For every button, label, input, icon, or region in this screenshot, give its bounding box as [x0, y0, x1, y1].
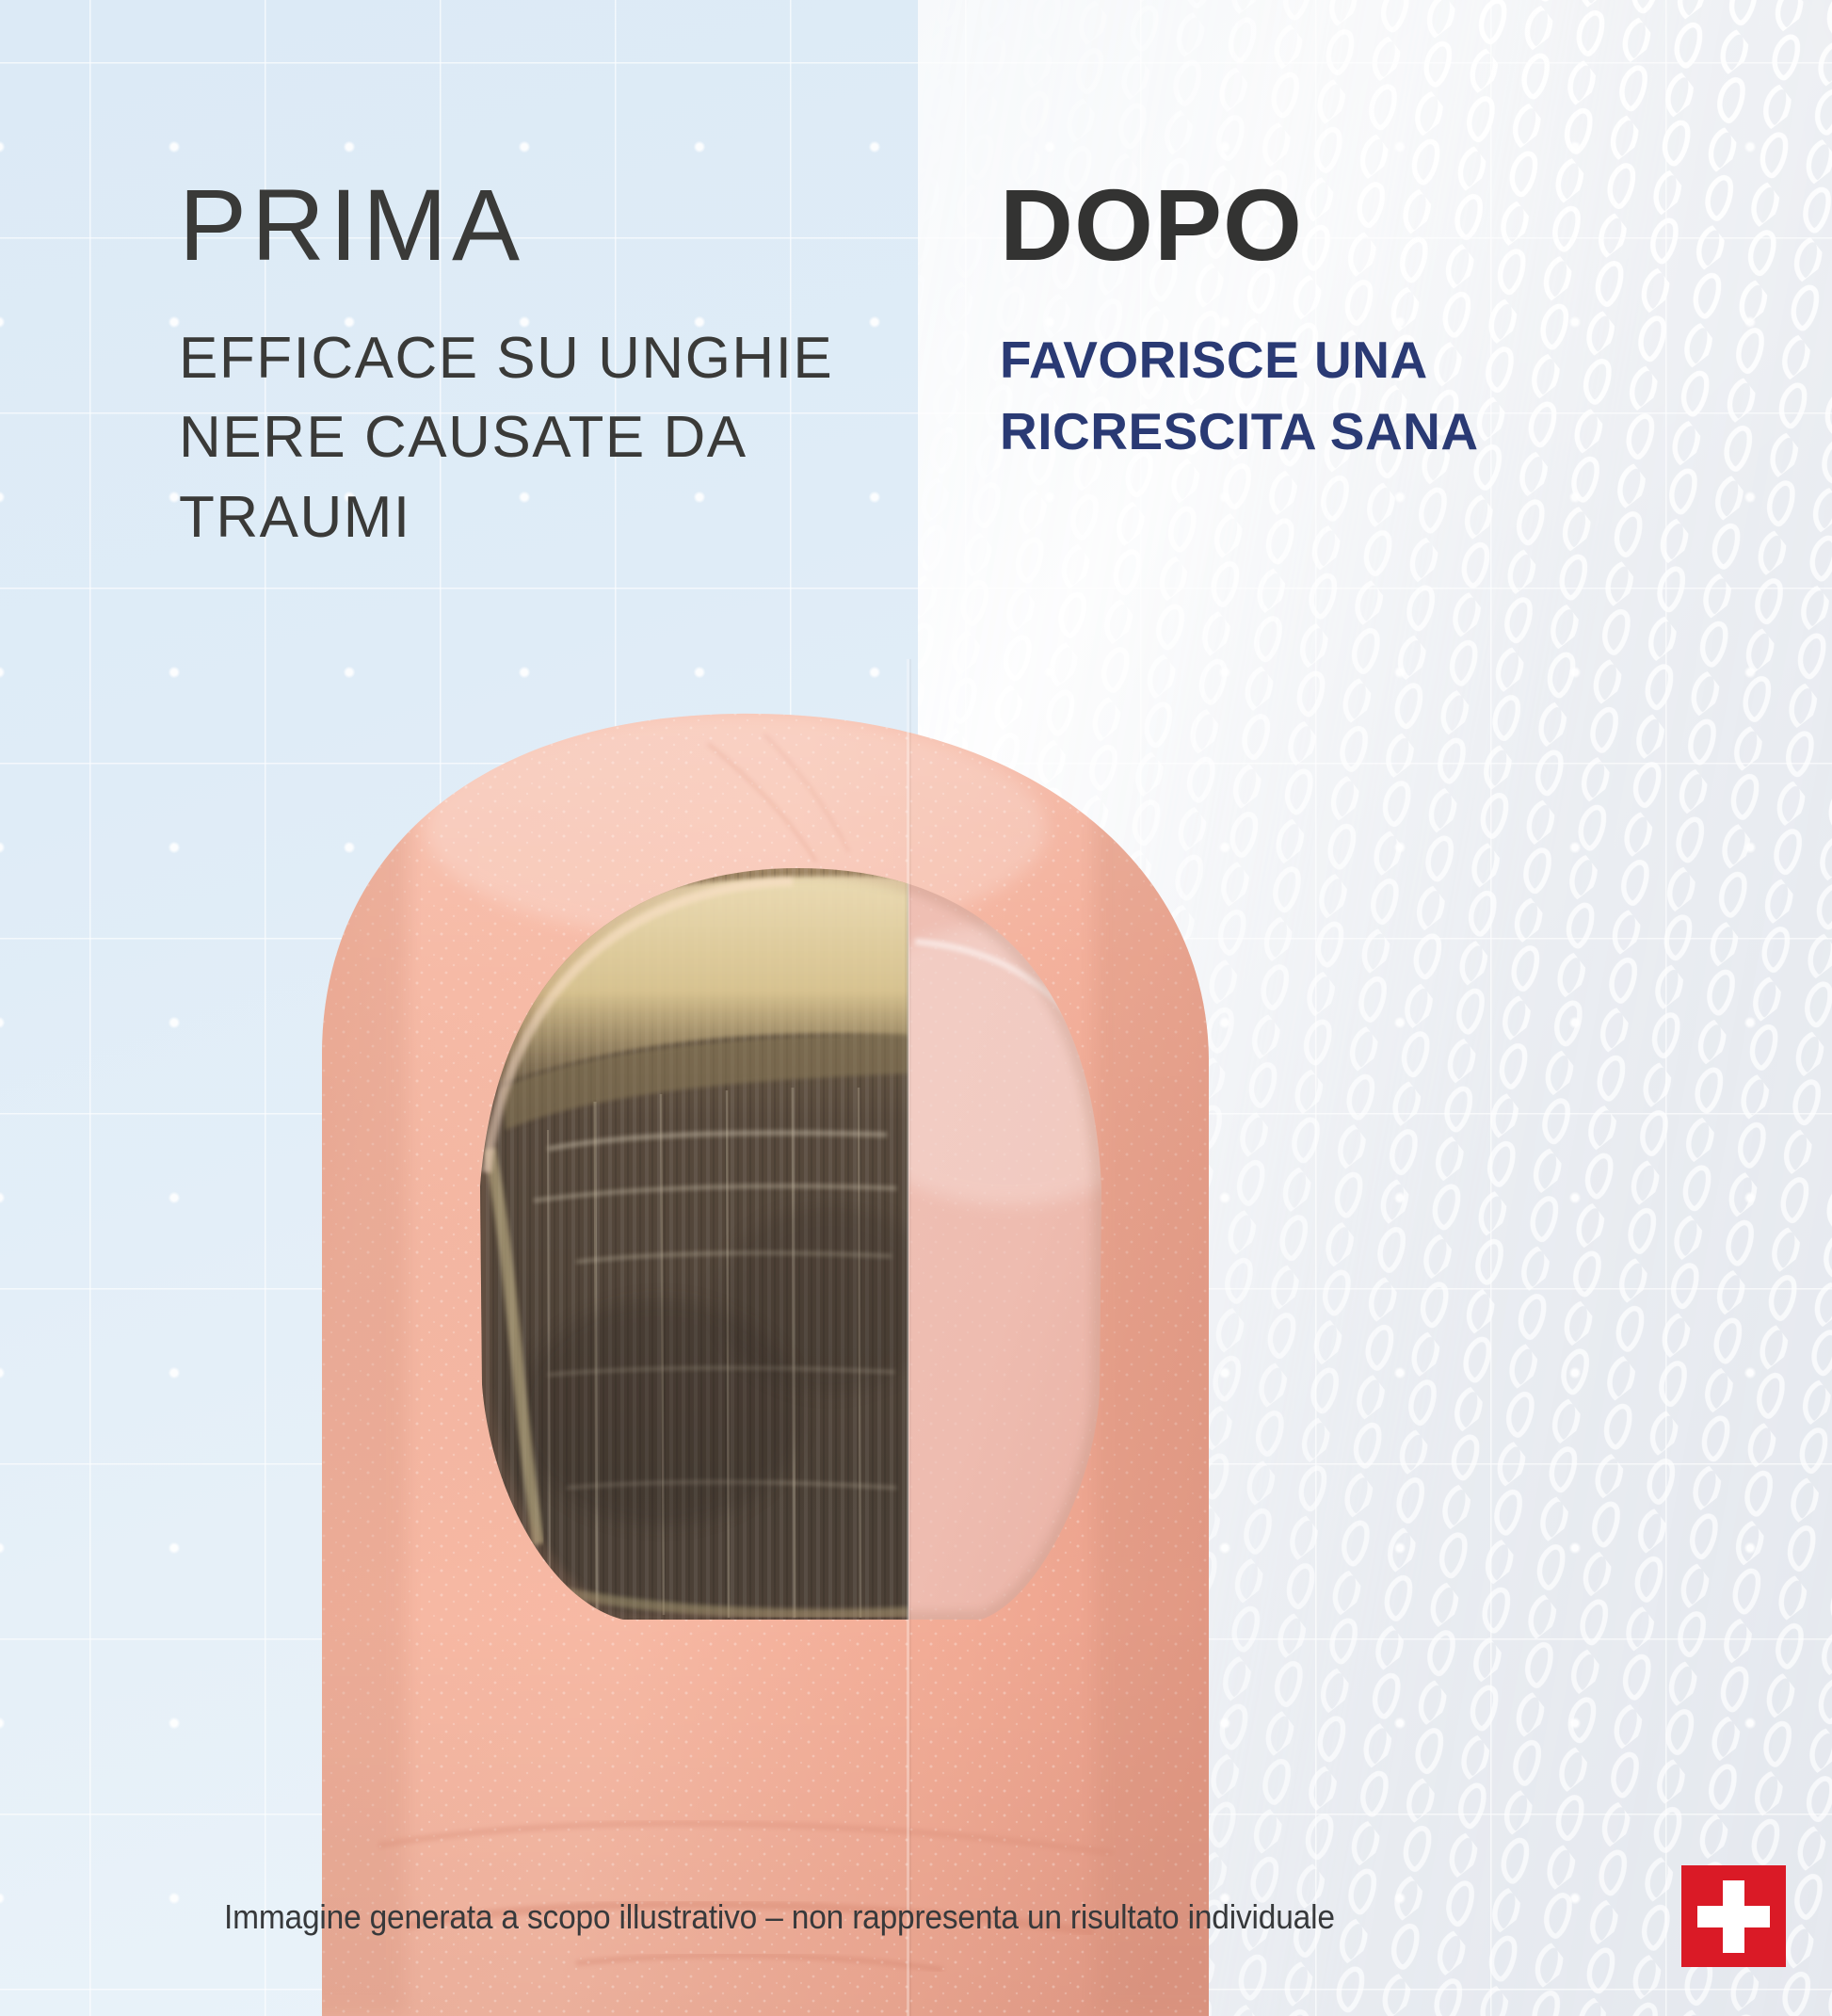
before-text-column: PRIMA EFFICACE SU UNGHIE NERE CAUSATE DA… — [179, 168, 834, 557]
after-subtitle-line-2: RICRESCITA SANA — [1000, 401, 1479, 460]
after-subtitle: FAVORISCE UNA RICRESCITA SANA — [1000, 325, 1659, 468]
swiss-cross-vertical — [1723, 1880, 1744, 1953]
after-subtitle-line-1: FAVORISCE UNA — [1000, 331, 1428, 389]
disclaimer-text: Immagine generata a scopo illustrativo –… — [224, 1897, 1335, 1936]
before-subtitle-line-1: EFFICACE SU UNGHIE — [179, 326, 834, 391]
after-title: DOPO — [1000, 168, 1304, 282]
swiss-flag-icon — [1681, 1865, 1786, 1967]
before-subtitle-line-3: TRAUMI — [179, 484, 411, 550]
before-subtitle: EFFICACE SU UNGHIE NERE CAUSATE DA TRAUM… — [179, 319, 834, 557]
before-subtitle-line-2: NERE CAUSATE DA — [179, 405, 747, 471]
before-title: PRIMA — [179, 168, 525, 282]
after-text-column: DOPO FAVORISCE UNA RICRESCITA SANA — [1000, 174, 1659, 468]
